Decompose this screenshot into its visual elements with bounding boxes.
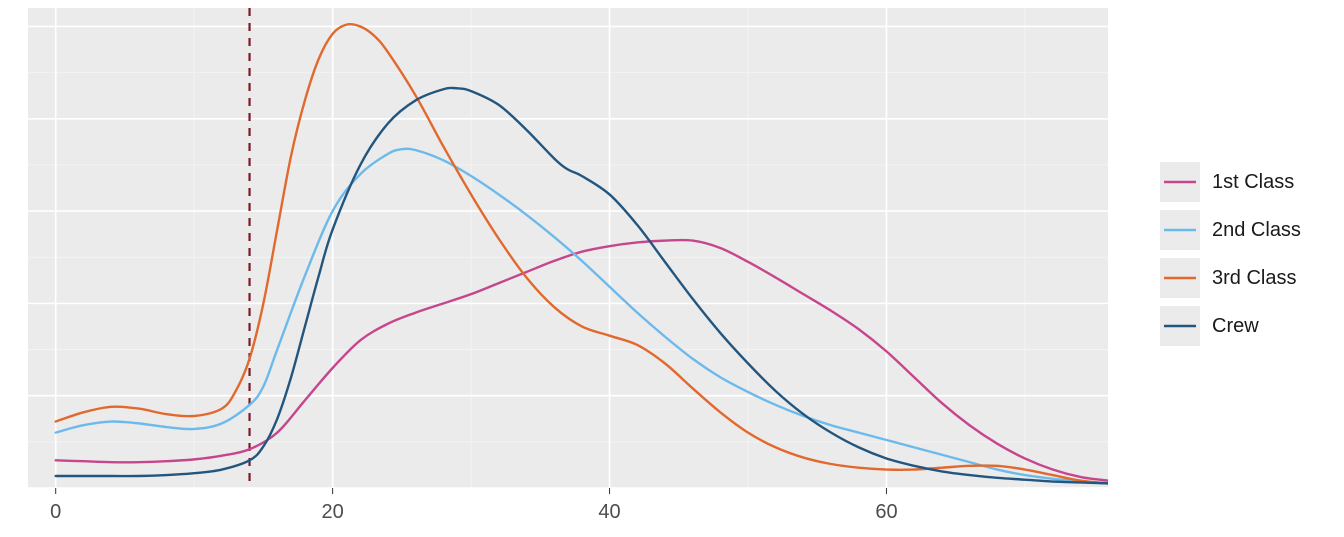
legend-swatch [1160, 258, 1200, 298]
legend-swatch [1160, 162, 1200, 202]
x-tick-label: 0 [50, 501, 61, 523]
x-tick-label: 40 [598, 501, 620, 523]
legend-item: 1st Class [1160, 160, 1301, 204]
x-tick-label: 60 [875, 501, 897, 523]
legend-item: 3rd Class [1160, 256, 1301, 300]
legend-swatch [1160, 210, 1200, 250]
x-tick-label: 20 [321, 501, 343, 523]
density-chart: 0 20 40 60 1st Class 2nd Class 3rd Class Crew [0, 0, 1344, 537]
legend-label: 1st Class [1212, 171, 1294, 194]
legend-swatch [1160, 306, 1200, 346]
plot-svg: 0 20 40 60 [0, 0, 1344, 537]
legend-label: Crew [1212, 315, 1259, 338]
legend-label: 2nd Class [1212, 219, 1301, 242]
plot-area: 0 20 40 60 [0, 0, 1344, 537]
legend-item: 2nd Class [1160, 208, 1301, 252]
legend-label: 3rd Class [1212, 267, 1296, 290]
legend-item: Crew [1160, 304, 1301, 348]
legend: 1st Class 2nd Class 3rd Class Crew [1160, 160, 1301, 348]
